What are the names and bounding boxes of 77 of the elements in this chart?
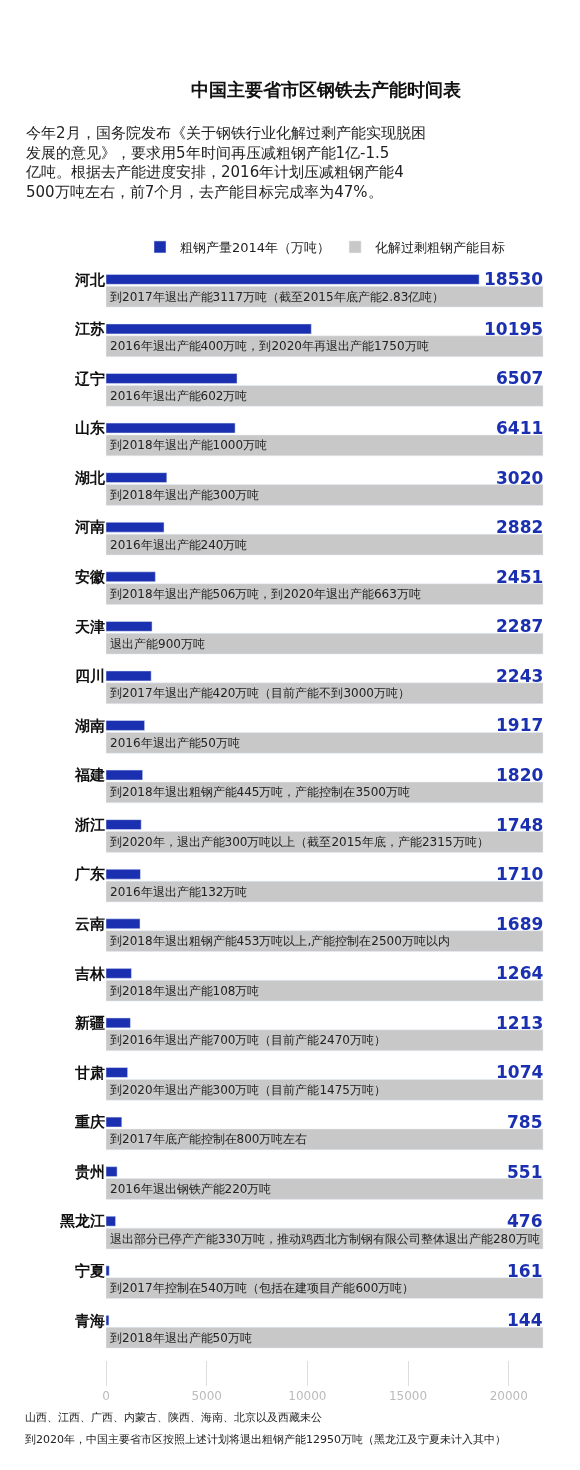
data-label: 1689 [496,914,544,934]
data-label: 1264 [496,963,544,983]
data-label: 18530 [484,269,544,289]
x-tick-label: 15000 [388,1389,428,1404]
annotation: 到2018年退出产能1000万吨 [110,438,268,452]
data-label: 3020 [496,468,544,488]
data-label: 1917 [496,715,544,735]
y-tick-label: 广东 [74,865,105,884]
annotation: 退出产能900万吨 [110,637,205,651]
y-tick-label: 云南 [75,915,105,934]
data-label: 1213 [496,1013,544,1033]
data-label: 6507 [496,368,544,388]
legend-label: 粗钢产量2014年（万吨） [180,240,331,256]
annotation: 到2020年退出产能300万吨（目前产能1475万吨） [110,1083,386,1097]
data-label: 2287 [496,616,544,636]
annotation: 到2018年退出产能50万吨 [110,1331,252,1345]
annotation: 到2017年退出产能420万吨（目前产能不到3000万吨） [110,686,410,700]
y-tick-label: 安徽 [75,568,106,587]
data-label: 2451 [496,567,544,587]
y-tick-label: 江苏 [74,320,105,339]
annotation: 2016年退出产能132万吨 [110,885,248,899]
chart-subtitle: 今年2月，国务院发布《关于钢铁行业化解过剩产能实现脱困发展的意见》，要求用5年时间再压减粗钢产能1亿-1.5亿吨。根据去产能进度安排，2016年计划压减粗钢产能4500万吨左右，前7个月，去产能目标完成率为47%。 [25,124,426,201]
y-tick-label: 宁夏 [75,1262,105,1281]
data-label: 551 [507,1162,543,1182]
data-label: 1074 [496,1062,544,1082]
y-tick-label: 黑龙江 [59,1212,105,1231]
y-tick-label: 湖南 [74,716,105,735]
annotation: 2016年退出产能240万吨 [110,538,248,552]
y-tick-label: 浙江 [74,815,105,834]
annotation: 到2017年退出产能3117万吨（截至2015年底产能2.83亿吨） [110,290,445,304]
y-tick-label: 重庆 [74,1113,105,1132]
annotation: 到2018年退出粗钢产能453万吨以上,产能控制在2500万吨以内 [110,934,450,948]
x-tick-label: 5000 [191,1389,222,1404]
chart-title: 中国主要省市区钢铁去产能时间表 [191,79,461,100]
y-tick-label: 青海 [74,1311,105,1330]
data-label: 144 [507,1310,543,1330]
y-tick-label: 辽宁 [74,369,105,388]
x-tick-label: 20000 [489,1389,528,1404]
y-tick-label: 甘肃 [74,1063,105,1082]
data-label: 1710 [496,864,544,884]
text: 山西、江西、广西、内蒙古、陕西、海南、北京以及西藏未公 [25,1411,322,1424]
annotation: 2016年退出产能50万吨 [110,736,240,750]
annotation: 到2018年退出产能300万吨 [110,488,260,502]
annotation: 到2018年退出产能108万吨 [110,984,260,998]
x-tick-label: 0 [102,1389,110,1404]
y-tick-label: 新疆 [74,1014,105,1033]
data-label: 6411 [496,418,544,438]
annotation: 到2018年退出产能506万吨，到2020年退出产能663万吨 [110,587,421,601]
y-tick-label: 吉林 [74,964,106,983]
y-tick-label: 湖北 [74,468,106,487]
annotation: 到2018年退出粗钢产能445万吨，产能控制在3500万吨 [110,785,410,799]
annotation: 到2017年底产能控制在800万吨左右 [110,1132,308,1146]
data-label: 2243 [496,666,544,686]
data-label: 10195 [484,319,544,339]
y-tick-label: 福建 [74,766,105,785]
data-label: 476 [507,1211,543,1231]
y-tick-label: 河南 [74,518,105,537]
annotation: 到2020年，退出产能300万吨以上（截至2015年底，产能2315万吨） [110,835,489,849]
y-tick-label: 山东 [75,419,105,438]
annotation: 到2016年退出产能700万吨（目前产能2470万吨） [110,1033,386,1047]
x-tick-label: 10000 [288,1389,327,1404]
data-label: 2882 [496,517,544,537]
data-label: 1748 [496,815,544,835]
data-label: 1820 [496,765,544,785]
annotation: 2016年退出产能400万吨，到2020年再退出产能1750万吨 [110,339,429,353]
y-tick-label: 天津 [74,617,105,636]
annotation: 退出部分已停产产能330万吨，推动鸡西北方制钢有限公司整体退出产能280万吨 [110,1232,540,1246]
text: 到2020年，中国主要省市区按照上述计划将退出粗钢产能12950万吨（黑龙江及宁夏未计入其中） [25,1433,506,1446]
legend-label: 化解过剩粗钢产能目标 [375,240,506,256]
annotation: 2016年退出钢铁产能220万吨 [110,1182,272,1196]
data-label: 785 [507,1112,543,1132]
data-label: 161 [507,1261,543,1281]
y-tick-label: 贵州 [74,1162,105,1181]
y-tick-label: 四川 [75,667,105,686]
annotation: 2016年退出产能602万吨 [110,389,248,403]
annotation: 到2017年控制在540万吨（包括在建项目产能600万吨） [110,1281,415,1295]
y-tick-label: 河北 [74,270,106,289]
